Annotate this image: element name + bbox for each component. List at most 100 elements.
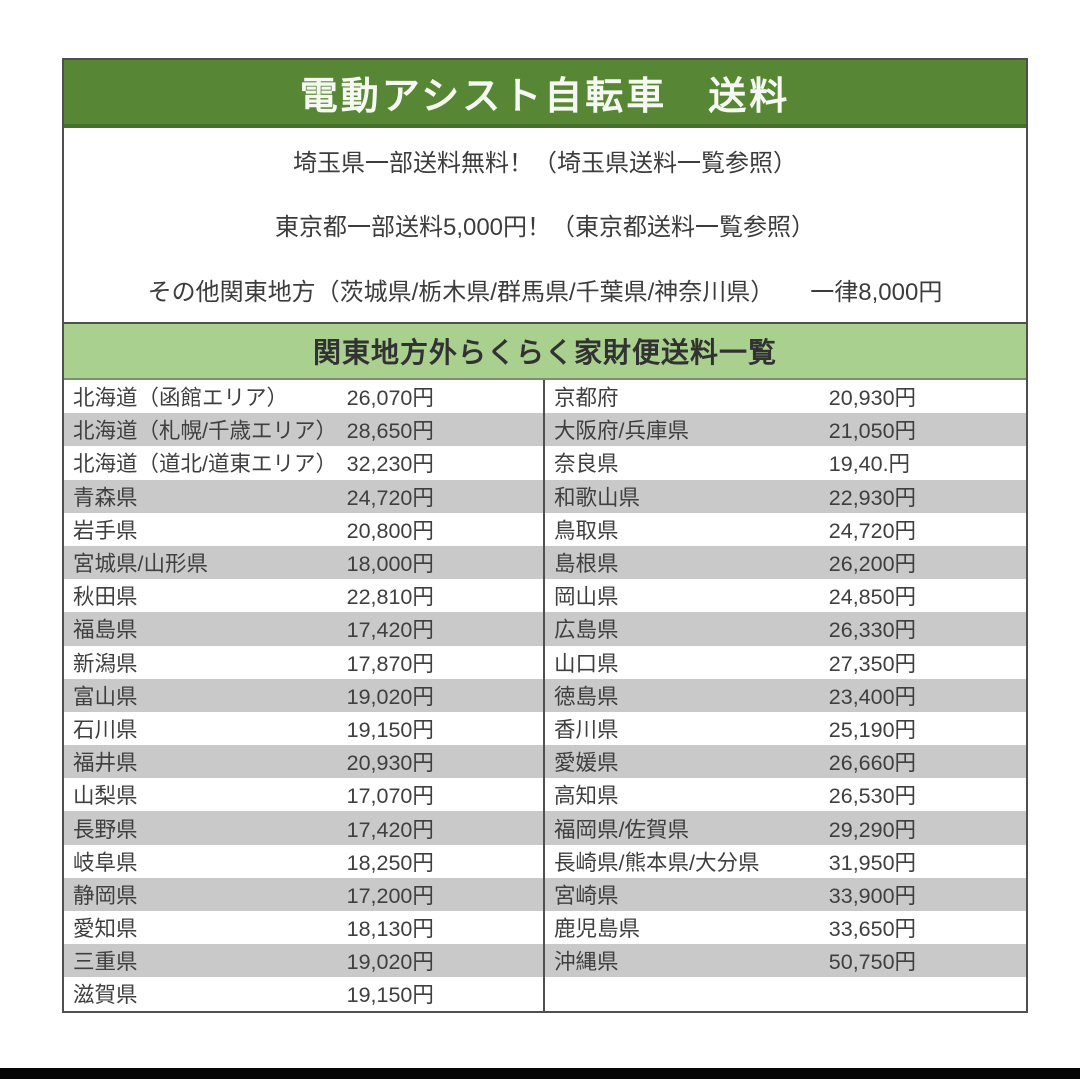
table-row: 山梨県 17,070円 xyxy=(64,778,543,811)
region-cell: 福井県 xyxy=(73,751,138,776)
price-cell: 17,200円 xyxy=(346,883,434,908)
table-title: 関東地方外らくらく家財便送料一覧 xyxy=(312,337,777,368)
table-row: 三重県 19,020円 xyxy=(64,944,543,978)
price-cell: 18,130円 xyxy=(346,917,434,942)
region-cell: 愛媛県 xyxy=(554,751,619,776)
table-row: 新潟県 17,870円 xyxy=(64,646,543,679)
table-row: 岐阜県 18,250円 xyxy=(64,845,543,878)
table-row: 長崎県/熊本県/大分県 31,950円 xyxy=(545,845,1026,878)
price-cell: 18,250円 xyxy=(346,850,434,875)
region-cell: 大阪府/兵庫県 xyxy=(554,419,689,444)
price-cell: 19,020円 xyxy=(346,684,434,709)
price-cell: 28,650円 xyxy=(346,419,434,444)
price-cell: 19,150円 xyxy=(346,717,434,742)
shipping-info-card: 電動アシスト自転車 送料 埼玉県一部送料無料！（埼玉県送料一覧参照） 東京都一部… xyxy=(62,58,1028,1013)
price-cell: 21,050円 xyxy=(828,419,917,444)
region-cell: 青森県 xyxy=(73,485,138,510)
region-cell: 三重県 xyxy=(73,950,138,975)
region-cell: 愛知県 xyxy=(73,917,138,942)
page-title: 電動アシスト自転車 送料 xyxy=(299,75,791,118)
price-cell: 24,850円 xyxy=(828,585,917,610)
table-row: 北海道（道北/道東エリア） 32,230円 xyxy=(64,446,543,479)
bottom-black-bar xyxy=(0,1068,1080,1079)
price-cell: 19,150円 xyxy=(346,983,434,1008)
region-cell: 奈良県 xyxy=(554,452,619,477)
price-cell: 26,070円 xyxy=(346,386,434,411)
region-cell: 宮崎県 xyxy=(554,883,619,908)
note-tokyo: 東京都一部送料5,000円！（東京都送料一覧参照） xyxy=(274,214,816,242)
price-cell: 26,660円 xyxy=(828,751,917,776)
price-cell: 29,290円 xyxy=(828,817,917,842)
table-row: 広島県 26,330円 xyxy=(545,612,1026,646)
table-row: 徳島県 23,400円 xyxy=(545,678,1026,712)
price-cell: 17,070円 xyxy=(346,784,434,809)
table-row: 秋田県 22,810円 xyxy=(64,579,543,612)
region-cell: 鳥取県 xyxy=(554,518,619,543)
price-cell: 27,350円 xyxy=(828,651,917,676)
region-cell: 長野県 xyxy=(73,817,138,842)
region-cell: 島根県 xyxy=(554,552,619,577)
price-cell: 17,420円 xyxy=(346,817,434,842)
table-row: 和歌山県 22,930円 xyxy=(545,479,1026,513)
region-cell: 岐阜県 xyxy=(73,850,138,875)
price-cell: 26,200円 xyxy=(828,552,917,577)
table-row: 奈良県 19,40.円 xyxy=(545,446,1026,479)
region-cell: 福島県 xyxy=(73,618,138,643)
note-saitama: 埼玉県一部送料無料！（埼玉県送料一覧参照） xyxy=(293,149,797,177)
region-cell: 山口県 xyxy=(554,651,619,676)
region-cell: 高知県 xyxy=(554,784,619,809)
price-cell: 26,330円 xyxy=(828,618,917,643)
price-cell: 33,900円 xyxy=(828,883,917,908)
price-cell: 22,930円 xyxy=(828,485,917,510)
table-row: 富山県 19,020円 xyxy=(64,678,543,712)
price-cell: 33,650円 xyxy=(828,917,917,942)
table-row: 島根県 26,200円 xyxy=(545,545,1026,580)
region-cell: 北海道（函館エリア） xyxy=(73,386,289,411)
table-row: 静岡県 17,200円 xyxy=(64,877,543,911)
header-banner: 電動アシスト自転車 送料 xyxy=(64,60,1026,128)
region-cell: 香川県 xyxy=(554,717,619,742)
fee-table-right-column: 京都府 20,930円大阪府/兵庫県 21,050円奈良県 19,40.円和歌山県 22… xyxy=(545,380,1026,1011)
region-cell: 秋田県 xyxy=(73,585,138,610)
region-cell: 広島県 xyxy=(554,618,619,643)
region-cell: 石川県 xyxy=(73,717,138,742)
table-title-bar: 関東地方外らくらく家財便送料一覧 xyxy=(64,322,1026,380)
region-cell: 山梨県 xyxy=(73,784,138,809)
price-cell: 32,230円 xyxy=(346,452,434,477)
table-row: 愛媛県 26,660円 xyxy=(545,745,1026,779)
note-other-kanto: その他関東地方（茨城県/栃木県/群馬県/千葉県/神奈川県） 一律8,000円 xyxy=(147,279,943,307)
region-cell: 岩手県 xyxy=(73,518,138,543)
region-cell: 長崎県/熊本県/大分県 xyxy=(554,850,760,875)
region-cell: 鹿児島県 xyxy=(554,917,641,942)
region-cell: 沖縄県 xyxy=(554,950,619,975)
price-cell: 22,810円 xyxy=(346,585,434,610)
table-row: 京都府 20,930円 xyxy=(545,380,1026,413)
price-cell: 18,000円 xyxy=(346,552,434,577)
region-cell: 岡山県 xyxy=(554,585,619,610)
region-cell: 宮城県/山形県 xyxy=(73,552,208,577)
price-cell: 26,530円 xyxy=(828,784,917,809)
price-cell: 17,420円 xyxy=(346,618,434,643)
region-cell: 和歌山県 xyxy=(554,485,641,510)
table-row: 岡山県 24,850円 xyxy=(545,579,1026,612)
region-cell: 富山県 xyxy=(73,684,138,709)
region-cell: 徳島県 xyxy=(554,684,619,709)
table-row: 福井県 20,930円 xyxy=(64,745,543,779)
fee-table-left-column: 北海道（函館エリア） 26,070円 北海道（札幌/千歳エリア） 28,650円 北海道… xyxy=(64,380,545,1011)
price-cell: 19,020円 xyxy=(346,950,434,975)
price-cell: 20,800円 xyxy=(346,518,434,543)
table-row: 沖縄県 50,750円 xyxy=(545,944,1026,978)
price-cell: 23,400円 xyxy=(828,684,917,709)
table-row: 宮城県/山形県 18,000円 xyxy=(64,545,543,580)
table-row: 山口県 27,350円 xyxy=(545,646,1026,679)
region-cell: 滋賀県 xyxy=(73,983,138,1008)
table-row: 香川県 25,190円 xyxy=(545,712,1026,745)
table-row: 石川県 19,150円 xyxy=(64,712,543,745)
price-cell: 31,950円 xyxy=(828,850,917,875)
price-cell: 24,720円 xyxy=(828,518,917,543)
table-row: 福島県 17,420円 xyxy=(64,612,543,646)
region-cell: 静岡県 xyxy=(73,883,138,908)
price-cell: 19,40.円 xyxy=(828,452,911,477)
table-row: 福岡県/佐賀県 29,290円 xyxy=(545,811,1026,845)
region-cell: 福岡県/佐賀県 xyxy=(554,817,689,842)
